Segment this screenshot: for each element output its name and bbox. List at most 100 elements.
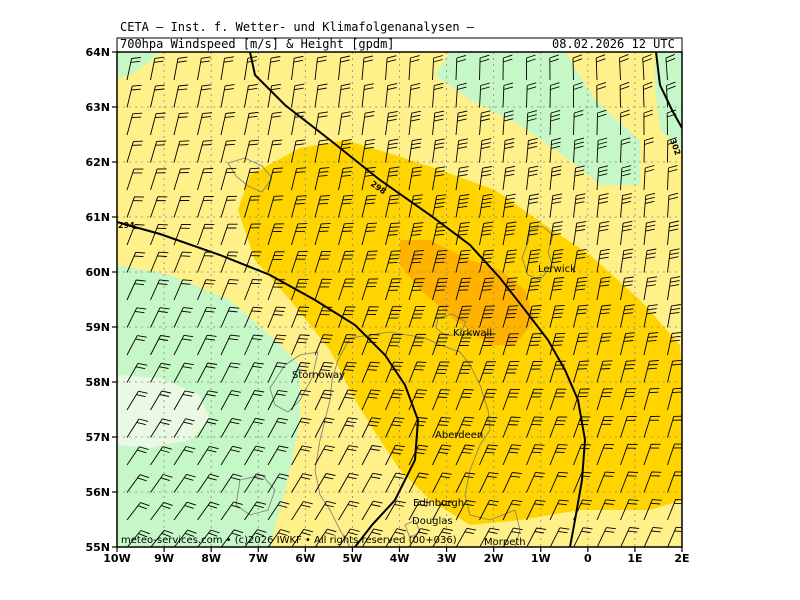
wind-barb <box>197 168 214 191</box>
wind-barb <box>197 473 220 493</box>
lon-label: 10W <box>103 552 130 565</box>
wind-barb <box>291 473 313 493</box>
wind-barb <box>408 528 430 547</box>
lat-label: 55N <box>85 541 110 554</box>
orkney <box>435 313 467 337</box>
wind-barb <box>526 444 545 466</box>
wind-barb <box>643 276 658 301</box>
contour-302 <box>655 52 682 129</box>
wind-barb <box>572 54 583 81</box>
wind-barb <box>432 166 446 191</box>
wind-barb <box>314 167 330 191</box>
wind-barb <box>573 527 593 547</box>
city-edinburgh: Edinburgh <box>413 498 464 509</box>
wind-barb <box>573 165 585 191</box>
wind-barb <box>596 137 608 163</box>
wind-barb <box>479 527 500 547</box>
lat-label: 62N <box>85 156 110 169</box>
lat-label: 59N <box>85 321 110 334</box>
wind-barb <box>267 334 287 356</box>
wind-barb <box>526 249 541 273</box>
wind-barb <box>197 529 220 547</box>
wind-barb <box>385 417 405 438</box>
wind-barb <box>385 528 407 547</box>
wind-barb <box>643 192 656 218</box>
wind-barb <box>573 416 591 438</box>
wind-barb <box>573 248 587 273</box>
wind-barb <box>643 443 661 466</box>
wind-barb <box>502 110 514 136</box>
wind-barb <box>197 223 215 246</box>
wind-barb <box>643 304 658 328</box>
wind-barb <box>667 499 682 521</box>
lon-label: 6W <box>295 552 315 565</box>
wind-barb <box>314 222 331 246</box>
wind-barb <box>244 417 265 438</box>
wind-barb <box>596 499 616 521</box>
wind-barb <box>667 359 682 383</box>
wind-barb <box>291 195 307 218</box>
wind-barb <box>173 56 188 81</box>
wind-barb <box>667 304 681 328</box>
wind-barb <box>267 278 286 301</box>
wind-barb <box>573 221 587 246</box>
wind-barb <box>291 55 304 81</box>
wind-barb <box>549 304 565 328</box>
city-stornoway: Stornoway <box>292 370 345 381</box>
wind-barb <box>220 139 236 163</box>
wind-barb <box>291 501 313 521</box>
wind-barb <box>479 82 490 108</box>
wind-barbs <box>126 53 682 547</box>
wind-barb <box>338 500 360 521</box>
field-very-light-green <box>117 375 210 448</box>
wind-barb <box>573 109 584 136</box>
wind-barb <box>220 167 237 191</box>
wind-barb <box>150 474 173 493</box>
wind-barb <box>549 249 564 273</box>
wind-barb <box>291 251 308 273</box>
wind-barb <box>244 111 259 136</box>
wind-barb <box>643 471 662 493</box>
wind-barb <box>173 473 196 493</box>
wind-barb <box>619 54 629 81</box>
wind-barb <box>197 196 214 218</box>
wind-barb <box>432 305 449 328</box>
wind-barb <box>361 306 379 328</box>
wind-barb <box>314 528 337 547</box>
wind-barb <box>126 418 149 438</box>
lon-label: 2E <box>674 552 689 565</box>
wind-barb <box>479 249 494 273</box>
wind-barb <box>408 138 422 163</box>
height-contours <box>117 52 682 547</box>
wind-barb <box>385 500 406 521</box>
wind-barb <box>244 167 260 191</box>
wind-barb <box>573 193 586 218</box>
wind-barb <box>150 446 173 466</box>
wind-barb <box>338 417 358 438</box>
wind-barb <box>220 279 239 301</box>
lat-label: 61N <box>85 211 110 224</box>
wind-barb <box>408 278 425 301</box>
wind-barb <box>502 54 513 81</box>
wind-barb <box>643 220 656 246</box>
wind-barb <box>267 167 283 191</box>
wind-barb <box>150 251 169 273</box>
city-morpeth: Morpeth <box>484 537 526 548</box>
lon-label: 2W <box>484 552 504 565</box>
wind-barb <box>455 166 469 191</box>
scotland-mainland <box>314 331 521 547</box>
wind-barb <box>220 223 238 246</box>
wind-barb <box>244 529 267 547</box>
wind-barb <box>244 306 263 328</box>
wind-barb <box>667 443 682 466</box>
wind-barb <box>361 472 383 493</box>
wind-barb <box>455 249 471 273</box>
wind-barb <box>666 81 676 108</box>
institute-title: CETA — Inst. f. Wetter- und Klimafolgena… <box>120 20 475 34</box>
wind-barb <box>173 529 197 547</box>
wind-barb <box>408 194 423 218</box>
wind-barb <box>150 140 167 163</box>
latitude-axis: 64N 63N 62N 61N 60N 59N 58N 57N 56N 55N <box>85 46 117 554</box>
wind-barb <box>173 446 196 466</box>
wind-barb <box>667 137 677 163</box>
